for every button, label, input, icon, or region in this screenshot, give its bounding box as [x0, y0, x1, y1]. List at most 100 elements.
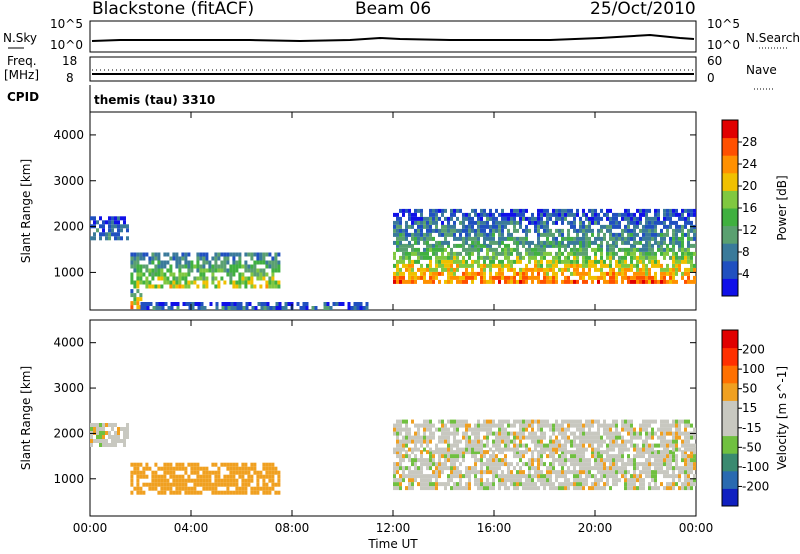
velocity-cell — [456, 443, 459, 448]
power-cell — [519, 271, 522, 276]
power-cell — [229, 272, 233, 277]
power-colorbar-swatch — [722, 155, 738, 174]
power-cell — [537, 216, 540, 221]
velocity-cell — [594, 466, 597, 471]
velocity-cell — [250, 462, 254, 467]
power-cell — [356, 306, 360, 310]
velocity-cell — [396, 423, 399, 428]
power-cell — [462, 224, 465, 229]
velocity-cell — [540, 439, 543, 444]
power-cell — [396, 275, 399, 280]
power-cell — [648, 228, 651, 233]
power-cell — [474, 232, 477, 237]
velocity-cell — [139, 462, 143, 467]
velocity-cell — [609, 423, 612, 428]
velocity-cell — [639, 462, 642, 467]
velocity-cell — [238, 490, 242, 495]
power-colorbar-label: 4 — [742, 267, 750, 281]
power-cell — [178, 284, 182, 289]
velocity-cell — [429, 431, 432, 436]
velocity-cell — [666, 450, 669, 455]
power-cell — [163, 260, 167, 265]
velocity-cell — [600, 474, 603, 479]
velocity-cell — [178, 490, 182, 495]
power-cell — [441, 232, 444, 237]
velocity-cell — [465, 474, 468, 479]
velocity-cell — [420, 474, 423, 479]
power-cell — [420, 216, 423, 221]
velocity-cell — [564, 447, 567, 452]
power-cell — [200, 302, 204, 306]
velocity-cell — [402, 443, 405, 448]
velocity-cell — [609, 458, 612, 463]
power-cell — [399, 228, 402, 233]
power-ytick-label: 2000 — [53, 220, 84, 234]
power-cell — [564, 279, 567, 284]
power-cell — [462, 263, 465, 268]
power-cell — [534, 275, 537, 280]
velocity-cell — [621, 470, 624, 475]
velocity-cell — [510, 431, 513, 436]
velocity-cell — [396, 478, 399, 483]
power-cell — [414, 236, 417, 241]
power-cell — [633, 251, 636, 256]
velocity-cell — [687, 474, 690, 479]
power-cell — [426, 243, 429, 248]
power-cell — [477, 228, 480, 233]
power-cell — [513, 240, 516, 245]
power-cell — [585, 228, 588, 233]
velocity-cell — [238, 470, 242, 475]
velocity-cell — [543, 482, 546, 487]
velocity-cell — [612, 454, 615, 459]
power-cell — [432, 216, 435, 221]
power-cell — [672, 263, 675, 268]
velocity-cell — [582, 450, 585, 455]
velocity-cell — [531, 423, 534, 428]
freq-tick-top: 18 — [62, 54, 77, 68]
velocity-cell — [552, 454, 555, 459]
velocity-cell — [657, 470, 660, 475]
velocity-cell — [498, 423, 501, 428]
power-cell — [567, 232, 570, 237]
power-cell — [166, 280, 170, 285]
velocity-cell — [522, 450, 525, 455]
velocity-cell — [645, 447, 648, 452]
velocity-cell — [486, 450, 489, 455]
power-cell — [678, 228, 681, 233]
velocity-cell — [96, 423, 99, 427]
velocity-cell — [450, 474, 453, 479]
velocity-cell — [537, 474, 540, 479]
velocity-cell — [501, 419, 504, 424]
power-cell — [429, 279, 432, 284]
power-cell — [585, 232, 588, 237]
velocity-cell — [672, 458, 675, 463]
power-cell — [534, 267, 537, 272]
power-cell — [642, 251, 645, 256]
velocity-cell — [672, 450, 675, 455]
power-cell — [495, 228, 498, 233]
velocity-cell — [690, 450, 693, 455]
velocity-cell — [624, 439, 627, 444]
power-cell — [663, 216, 666, 221]
velocity-cell — [690, 443, 693, 448]
velocity-cell — [588, 431, 591, 436]
velocity-cell — [675, 462, 678, 467]
power-cell — [633, 232, 636, 237]
power-cell — [561, 220, 564, 225]
power-cell — [573, 267, 576, 272]
power-cell — [489, 212, 492, 217]
velocity-cell — [453, 482, 456, 487]
velocity-cell — [187, 486, 191, 491]
power-cell — [277, 268, 281, 273]
power-cell — [495, 220, 498, 225]
power-cell — [501, 224, 504, 229]
velocity-cell — [690, 454, 693, 459]
velocity-cell — [90, 435, 93, 439]
power-cell — [239, 306, 243, 310]
power-cell — [202, 280, 206, 285]
power-cell — [684, 247, 687, 252]
power-cell — [474, 259, 477, 264]
power-cell — [594, 236, 597, 241]
velocity-cell — [609, 470, 612, 475]
power-cell — [516, 255, 519, 260]
